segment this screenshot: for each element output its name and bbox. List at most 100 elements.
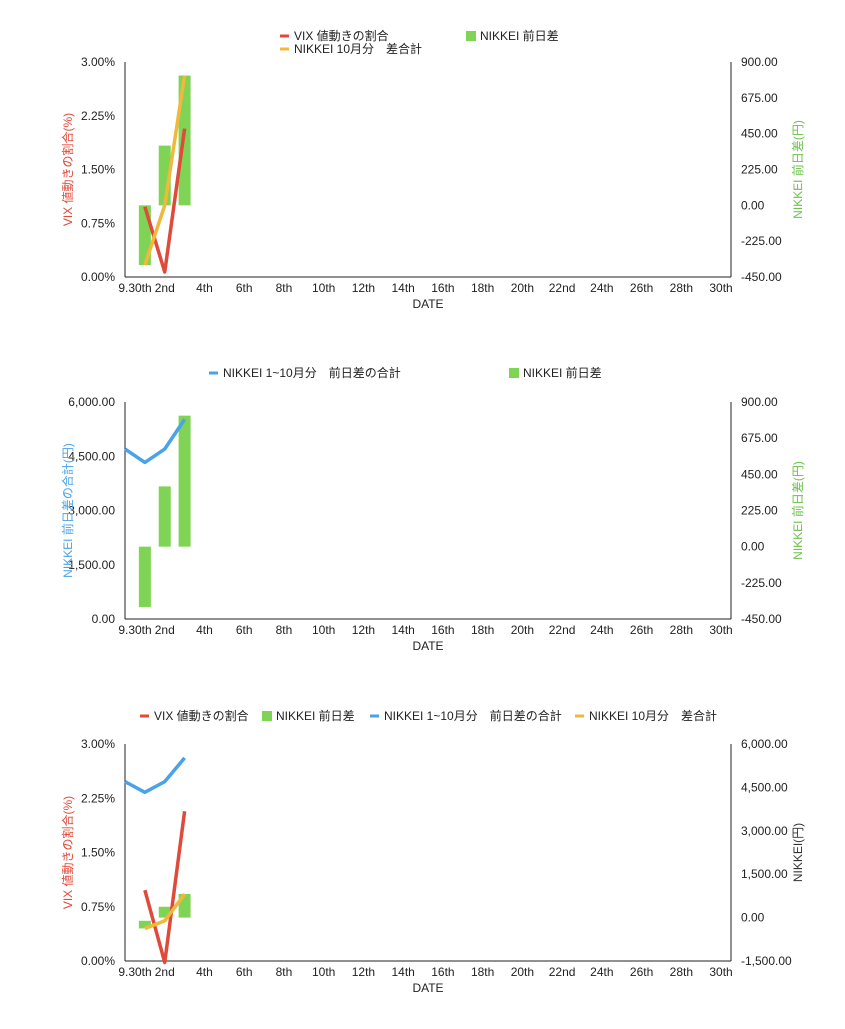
x-tick-label: 6th [236,965,253,979]
legend-label-0: VIX 値動きの割合 [294,28,389,43]
x-tick-label: 26th [630,965,653,979]
right-tick-label: 900.00 [741,55,778,69]
nikkei-diff-bar [179,416,191,547]
left-tick-label: 0.00 [92,612,116,626]
series-line-1 [145,811,185,962]
x-axis-title: DATE [412,981,443,995]
legend-label-2: NIKKEI 10月分 差合計 [294,41,422,56]
x-tick-label: 8th [276,281,293,295]
x-tick-label: 2nd [155,281,175,295]
x-tick-label: 22nd [549,965,576,979]
x-tick-label: 22nd [549,623,576,637]
right-tick-label: 0.00 [741,198,765,212]
x-tick-label: 14th [391,965,414,979]
right-axis-title: NIKKEI 前日差(円) [790,120,805,219]
right-tick-label: 6,000.00 [741,737,788,751]
right-tick-label: 900.00 [741,395,778,409]
x-tick-label: 22nd [549,281,576,295]
right-tick-label: 225.00 [741,504,778,518]
right-tick-label: -225.00 [741,576,782,590]
legend-label-1: NIKKEI 前日差 [480,28,559,43]
x-tick-label: 9.30th [118,965,151,979]
legend-swatch-1 [466,31,476,41]
x-tick-label: 8th [276,623,293,637]
left-tick-label: 1.50% [81,163,115,177]
nikkei-diff-bar [139,547,151,607]
x-tick-label: 26th [630,281,653,295]
left-tick-label: 0.00% [81,270,115,284]
legend-label-0: NIKKEI 1~10月分 前日差の合計 [223,365,401,380]
x-axis-title: DATE [412,639,443,653]
x-tick-label: 6th [236,281,253,295]
x-tick-label: 4th [196,281,213,295]
x-tick-label: 28th [670,965,693,979]
left-tick-label: 4,500.00 [68,449,115,463]
right-axis-title: NIKKEI(円) [791,823,805,882]
right-tick-label: 225.00 [741,163,778,177]
right-tick-label: 0.00 [741,540,765,554]
x-tick-label: 14th [391,623,414,637]
legend-label-3: NIKKEI 10月分 差合計 [589,708,717,723]
x-tick-label: 12th [352,623,375,637]
x-tick-label: 2nd [155,965,175,979]
left-tick-label: 3.00% [81,737,115,751]
right-tick-label: 675.00 [741,431,778,445]
legend-label-1: NIKKEI 前日差 [276,708,355,723]
right-tick-label: 450.00 [741,127,778,141]
right-tick-label: -225.00 [741,234,782,248]
left-tick-label: 0.00% [81,954,115,968]
right-tick-label: 450.00 [741,467,778,481]
right-tick-label: -450.00 [741,270,782,284]
nikkei-cumulative-chart: NIKKEI 1~10月分 前日差の合計 NIKKEI 前日差 0.00 1,500.… [60,365,805,653]
x-tick-label: 24th [590,623,613,637]
x-axis-title: DATE [412,297,443,311]
left-axis-title: VIX 値動きの割合(%) [60,113,75,226]
right-tick-label: 0.00 [741,911,765,925]
series-line-3 [125,758,185,792]
x-tick-label: 24th [590,965,613,979]
left-tick-label: 1,500.00 [68,558,115,572]
left-tick-label: 0.75% [81,216,115,230]
right-tick-label: 675.00 [741,91,778,105]
legend-swatch-1 [509,368,519,378]
x-tick-label: 24th [590,281,613,295]
x-tick-label: 30th [709,281,732,295]
left-tick-label: 2.25% [81,791,115,805]
x-tick-label: 12th [352,281,375,295]
x-tick-label: 9.30th [118,281,151,295]
legend-label-0: VIX 値動きの割合 [154,708,249,723]
x-tick-label: 16th [431,965,454,979]
right-tick-label: -450.00 [741,612,782,626]
x-tick-label: 16th [431,623,454,637]
x-tick-label: 8th [276,965,293,979]
x-tick-label: 9.30th [118,623,151,637]
x-tick-label: 16th [431,281,454,295]
x-tick-label: 20th [511,281,534,295]
x-tick-label: 6th [236,623,253,637]
left-tick-label: 3.00% [81,55,115,69]
x-tick-label: 26th [630,623,653,637]
left-tick-label: 0.75% [81,900,115,914]
x-tick-label: 10th [312,965,335,979]
series-line-1 [125,419,185,462]
legend-label-1: NIKKEI 前日差 [523,365,602,380]
x-tick-label: 10th [312,623,335,637]
left-tick-label: 2.25% [81,109,115,123]
x-tick-label: 18th [471,623,494,637]
x-tick-label: 30th [709,623,732,637]
right-tick-label: 1,500.00 [741,867,788,881]
x-tick-label: 18th [471,965,494,979]
x-tick-label: 28th [670,623,693,637]
x-tick-label: 12th [352,965,375,979]
x-tick-label: 4th [196,965,213,979]
x-tick-label: 20th [511,965,534,979]
right-axis-title: NIKKEI 前日差(円) [790,461,805,560]
right-tick-label: 4,500.00 [741,780,788,794]
x-tick-label: 2nd [155,623,175,637]
x-tick-label: 14th [391,281,414,295]
x-tick-label: 4th [196,623,213,637]
x-tick-label: 18th [471,281,494,295]
